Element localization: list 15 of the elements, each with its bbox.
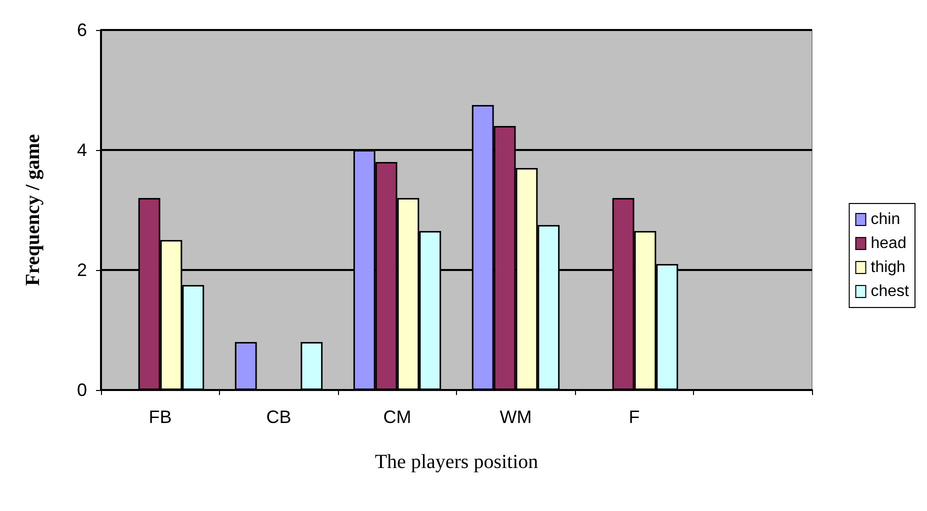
x-tick-label: FB — [148, 407, 172, 427]
x-tick-label: F — [628, 407, 640, 427]
y-tick-label: 0 — [76, 380, 87, 400]
legend-label: head — [870, 235, 906, 252]
x-tick-label: CB — [266, 407, 292, 427]
y-axis-title: Frequency / game — [22, 134, 44, 286]
legend-label: chin — [870, 211, 900, 228]
y-tick-label: 4 — [76, 140, 87, 160]
y-tick-label: 6 — [76, 20, 87, 40]
x-tick-label: CM — [383, 407, 412, 427]
legend-label: chest — [870, 283, 910, 300]
legend-label: thigh — [870, 259, 906, 276]
x-tick-label: WM — [500, 407, 532, 427]
y-tick-label: 2 — [76, 260, 87, 280]
x-axis-title: The players position — [374, 451, 538, 473]
